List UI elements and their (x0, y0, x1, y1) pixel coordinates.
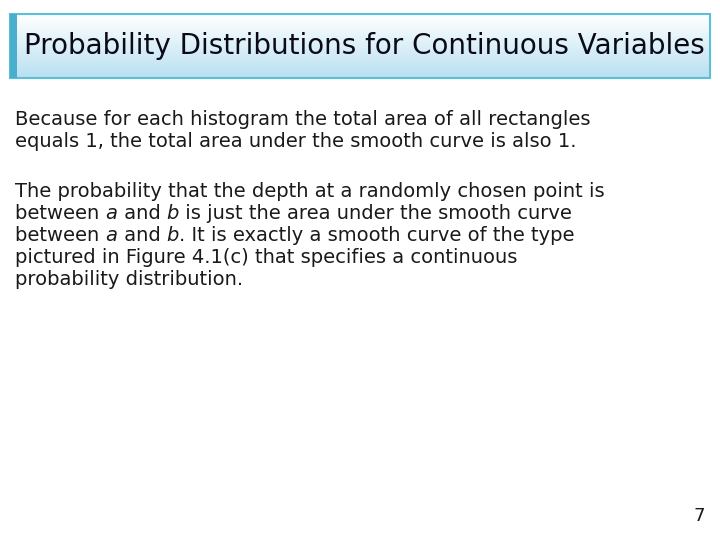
Text: between: between (15, 226, 106, 245)
Text: probability distribution.: probability distribution. (15, 270, 243, 289)
Bar (10, 19, 710, 21)
Text: The probability that the depth at a randomly chosen point is: The probability that the depth at a rand… (15, 182, 605, 201)
Bar (10, 76, 710, 77)
Text: . It is exactly a smooth curve of the type: . It is exactly a smooth curve of the ty… (179, 226, 575, 245)
Bar (10, 72, 710, 73)
Text: and: and (117, 204, 166, 223)
Bar (10, 75, 710, 76)
Text: Probability Distributions for Continuous Variables: Probability Distributions for Continuous… (24, 32, 705, 60)
Bar (10, 53, 710, 55)
Bar (10, 21, 710, 22)
Bar (10, 60, 710, 61)
Bar (10, 52, 710, 53)
Bar (10, 33, 710, 34)
Bar (10, 59, 710, 60)
Bar (10, 40, 710, 42)
Text: Because for each histogram the total area of all rectangles: Because for each histogram the total are… (15, 110, 590, 129)
Bar (10, 42, 710, 43)
Bar (10, 48, 710, 49)
Bar (10, 45, 710, 46)
Bar (10, 44, 710, 45)
Bar (10, 49, 710, 50)
Bar (10, 35, 710, 36)
Bar (10, 51, 710, 52)
Bar (10, 58, 710, 59)
Bar (10, 70, 710, 71)
Bar (10, 73, 710, 75)
Bar (10, 30, 710, 31)
Bar (10, 57, 710, 58)
Bar (10, 62, 710, 63)
Bar (10, 25, 710, 26)
Bar (10, 77, 710, 78)
Text: a: a (106, 226, 117, 245)
Bar (10, 66, 710, 67)
Bar (10, 18, 710, 19)
Bar (10, 24, 710, 25)
Bar (10, 38, 710, 39)
Bar (10, 34, 710, 35)
Bar (10, 22, 710, 23)
Bar (10, 29, 710, 30)
Text: is just the area under the smooth curve: is just the area under the smooth curve (179, 204, 572, 223)
Text: pictured in Figure 4.1(c) that specifies a continuous: pictured in Figure 4.1(c) that specifies… (15, 248, 518, 267)
Bar (10, 14, 710, 78)
Text: and: and (117, 226, 166, 245)
Bar (10, 39, 710, 40)
Bar (10, 71, 710, 72)
Bar (10, 55, 710, 56)
Text: a: a (106, 204, 117, 223)
Bar (10, 28, 710, 29)
Text: equals 1, the total area under the smooth curve is also 1.: equals 1, the total area under the smoot… (15, 132, 577, 151)
Bar (10, 69, 710, 70)
Bar (10, 65, 710, 66)
Bar (10, 14, 17, 78)
Bar (10, 36, 710, 37)
Bar (10, 14, 710, 15)
Bar (10, 37, 710, 38)
Bar (10, 56, 710, 57)
Text: 7: 7 (693, 507, 705, 525)
Bar (10, 47, 710, 48)
Bar (10, 23, 710, 24)
Bar (10, 63, 710, 64)
Bar (10, 68, 710, 69)
Bar (10, 26, 710, 27)
Bar (10, 67, 710, 68)
Bar (10, 32, 710, 33)
Bar (10, 64, 710, 65)
Text: b: b (166, 204, 179, 223)
Bar (10, 15, 710, 16)
Bar (10, 31, 710, 32)
Bar (10, 46, 710, 47)
Bar (10, 43, 710, 44)
Bar (10, 61, 710, 62)
Bar (10, 27, 710, 28)
Bar (10, 16, 710, 17)
Text: between: between (15, 204, 106, 223)
Text: b: b (166, 226, 179, 245)
Bar (10, 17, 710, 18)
Bar (10, 50, 710, 51)
